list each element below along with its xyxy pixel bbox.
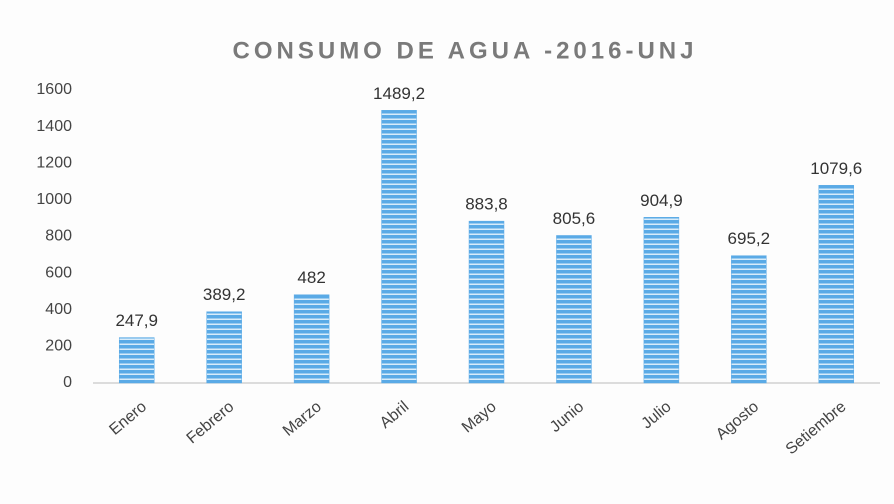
x-tick-label: Junio (547, 398, 587, 436)
bar (556, 235, 592, 384)
data-label: 1079,6 (810, 159, 862, 178)
bar (293, 294, 330, 384)
y-tick-label: 1400 (36, 118, 72, 135)
bar (643, 217, 680, 384)
y-tick-label: 400 (45, 301, 72, 318)
data-label: 904,9 (640, 191, 683, 210)
x-tick-label: Setiembre (783, 398, 850, 458)
y-tick-label: 200 (45, 338, 72, 355)
x-tick-label: Agosto (713, 398, 762, 443)
bar (468, 220, 505, 384)
x-tick-label: Marzo (280, 398, 325, 440)
y-tick-label: 1600 (36, 81, 72, 98)
x-tick-label: Julio (639, 398, 675, 432)
bar (818, 185, 855, 384)
bar (118, 337, 155, 384)
data-label: 1489,2 (373, 84, 425, 103)
x-tick-label: Mayo (459, 398, 500, 436)
data-label: 805,6 (553, 209, 596, 228)
data-label: 695,2 (728, 229, 771, 248)
bar (206, 311, 242, 384)
bar (381, 110, 417, 384)
data-label: 883,8 (465, 195, 508, 214)
chart-title: CONSUMO DE AGUA -2016-UNJ (233, 37, 698, 64)
y-tick-label: 1200 (36, 154, 72, 171)
y-tick-label: 1000 (36, 191, 72, 208)
x-tick-label: Enero (106, 398, 150, 439)
y-tick-label: 800 (45, 228, 72, 245)
x-tick-label: Abril (377, 398, 412, 432)
bar (731, 255, 767, 384)
data-label: 247,9 (115, 311, 158, 330)
data-label: 482 (297, 268, 325, 287)
y-tick-label: 0 (63, 374, 72, 391)
data-label: 389,2 (203, 285, 246, 304)
x-tick-label: Febrero (184, 398, 238, 447)
y-tick-label: 600 (45, 264, 72, 281)
